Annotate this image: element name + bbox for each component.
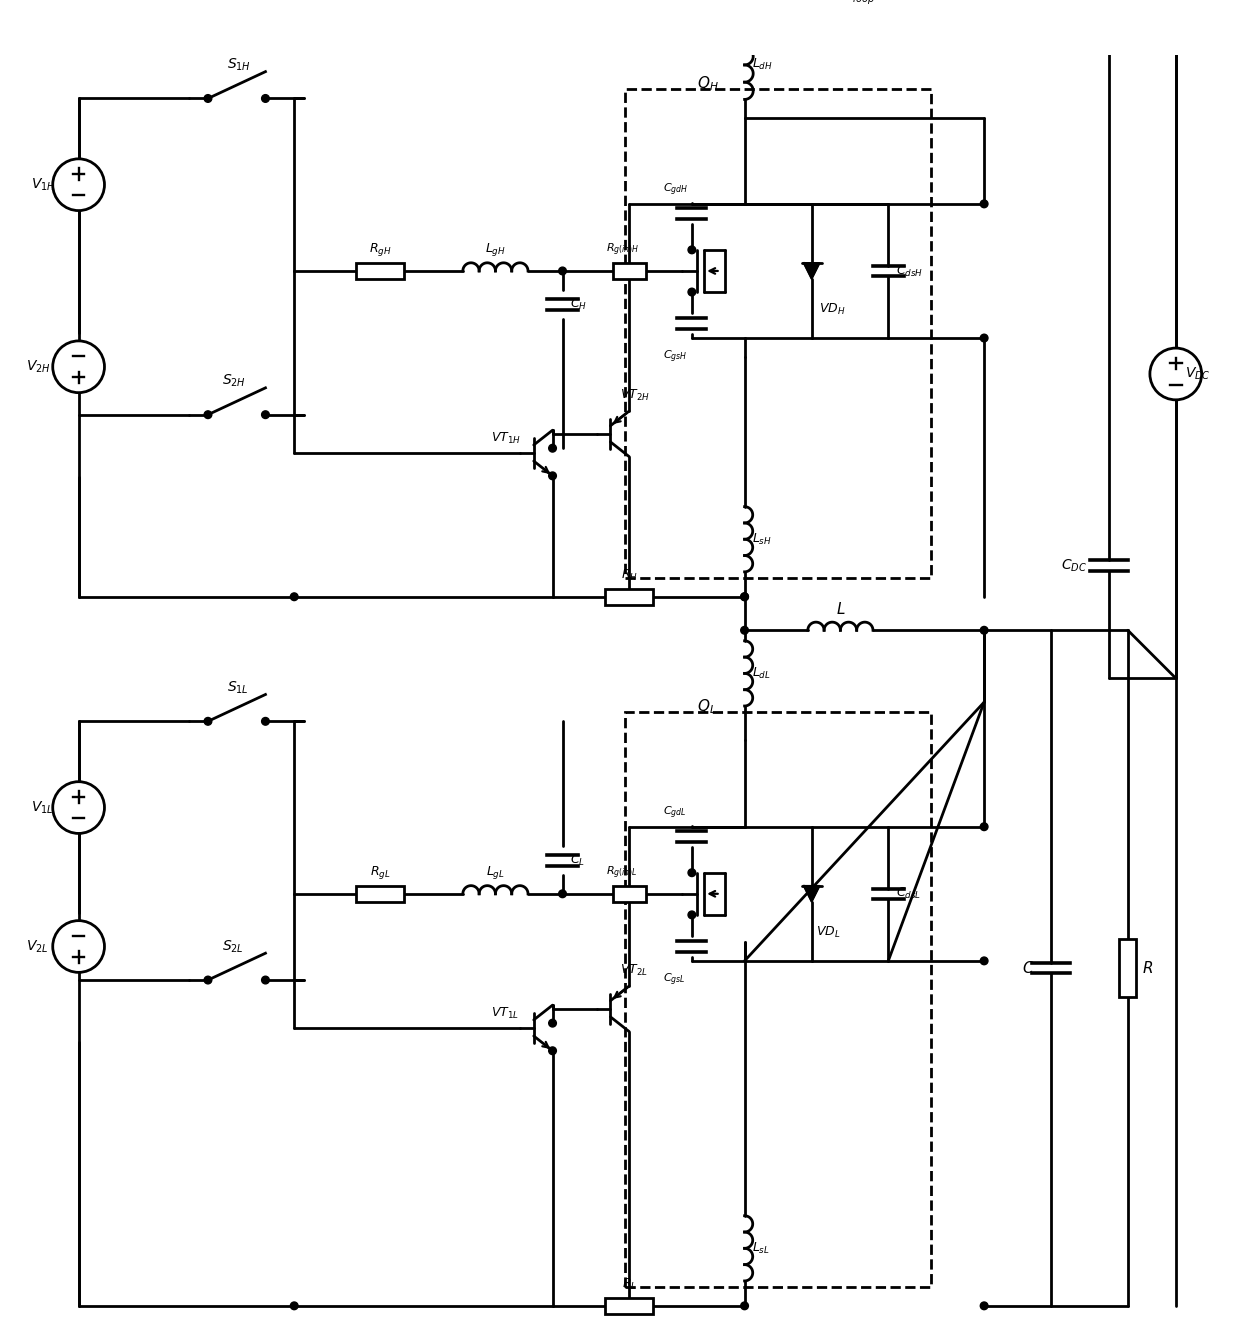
Circle shape xyxy=(1149,348,1202,400)
Text: $V_{1L}$: $V_{1L}$ xyxy=(31,799,53,816)
Circle shape xyxy=(981,1302,988,1309)
Bar xyxy=(613,262,646,280)
Text: $C_{dsH}$: $C_{dsH}$ xyxy=(897,264,923,278)
Text: $L$: $L$ xyxy=(836,602,846,617)
Text: $VT_{1H}$: $VT_{1H}$ xyxy=(491,431,521,447)
Text: $Q_H$: $Q_H$ xyxy=(697,74,718,94)
Circle shape xyxy=(549,1019,557,1027)
Circle shape xyxy=(205,94,212,102)
Text: $V_{1H}$: $V_{1H}$ xyxy=(31,176,56,193)
Text: $S_{1L}$: $S_{1L}$ xyxy=(227,680,249,696)
Text: $L_{gL}$: $L_{gL}$ xyxy=(486,864,505,881)
Circle shape xyxy=(688,289,696,295)
Text: $VT_{2H}$: $VT_{2H}$ xyxy=(620,388,650,403)
Text: $L_{gH}$: $L_{gH}$ xyxy=(485,241,506,258)
Text: $R$: $R$ xyxy=(1142,961,1153,977)
Bar xyxy=(1120,939,1137,996)
Text: $Q_L$: $Q_L$ xyxy=(697,697,715,717)
Circle shape xyxy=(262,717,269,725)
Circle shape xyxy=(549,1047,557,1055)
Circle shape xyxy=(290,1302,298,1309)
Circle shape xyxy=(549,472,557,480)
Polygon shape xyxy=(804,886,820,902)
Text: $R_{gH}$: $R_{gH}$ xyxy=(370,241,392,258)
Text: $C_{gdL}$: $C_{gdL}$ xyxy=(663,804,687,820)
Circle shape xyxy=(740,627,749,635)
Circle shape xyxy=(740,592,749,600)
Bar xyxy=(625,712,931,1287)
Text: $R_{g(in)H}$: $R_{g(in)H}$ xyxy=(605,241,639,258)
Circle shape xyxy=(262,977,269,984)
Circle shape xyxy=(205,717,212,725)
Circle shape xyxy=(53,782,104,833)
Circle shape xyxy=(688,869,696,877)
Bar xyxy=(356,885,404,902)
Text: $L_{sL}$: $L_{sL}$ xyxy=(753,1240,770,1256)
Circle shape xyxy=(688,246,696,253)
Circle shape xyxy=(549,444,557,452)
Text: $V_{DC}$: $V_{DC}$ xyxy=(1185,366,1211,382)
Text: $C_{gsH}$: $C_{gsH}$ xyxy=(663,348,687,366)
Circle shape xyxy=(205,977,212,984)
Circle shape xyxy=(53,921,104,973)
Bar xyxy=(605,588,653,606)
Text: $R_H$: $R_H$ xyxy=(621,568,637,583)
Text: $C_{gdH}$: $C_{gdH}$ xyxy=(663,182,688,197)
Text: $VD_H$: $VD_H$ xyxy=(820,302,846,317)
Text: $C_{DC}$: $C_{DC}$ xyxy=(1060,558,1086,574)
Text: $L_{loop}$: $L_{loop}$ xyxy=(844,0,874,7)
Text: $V_{2L}$: $V_{2L}$ xyxy=(26,938,48,955)
Circle shape xyxy=(740,1302,749,1309)
Text: $L_{dH}$: $L_{dH}$ xyxy=(753,57,773,73)
Bar xyxy=(625,89,931,578)
Circle shape xyxy=(1172,17,1180,26)
Text: $R_{g(in)L}$: $R_{g(in)L}$ xyxy=(605,864,637,881)
Circle shape xyxy=(559,890,567,897)
Text: $VT_{2L}$: $VT_{2L}$ xyxy=(620,963,649,978)
Text: $R_{gL}$: $R_{gL}$ xyxy=(371,864,391,881)
Circle shape xyxy=(981,823,988,831)
Circle shape xyxy=(688,912,696,918)
Text: $S_{2H}$: $S_{2H}$ xyxy=(222,372,247,390)
Bar xyxy=(356,262,404,280)
Polygon shape xyxy=(804,264,820,278)
Text: $R_L$: $R_L$ xyxy=(621,1277,636,1292)
Text: $C_{dsL}$: $C_{dsL}$ xyxy=(897,886,921,901)
Text: $C_H$: $C_H$ xyxy=(570,297,588,313)
Text: $C_{gsL}$: $C_{gsL}$ xyxy=(663,971,686,988)
Circle shape xyxy=(740,592,749,600)
Text: $L_{sH}$: $L_{sH}$ xyxy=(753,531,773,547)
Circle shape xyxy=(981,334,988,342)
Circle shape xyxy=(981,200,988,208)
Text: $V_{2H}$: $V_{2H}$ xyxy=(26,359,51,375)
Circle shape xyxy=(1172,17,1180,26)
Text: $S_{2L}$: $S_{2L}$ xyxy=(222,938,244,955)
Text: $C$: $C$ xyxy=(1023,961,1035,977)
Circle shape xyxy=(981,957,988,965)
Text: $S_{1H}$: $S_{1H}$ xyxy=(227,57,252,73)
Text: $VD_L$: $VD_L$ xyxy=(816,925,841,939)
Bar xyxy=(613,885,646,902)
Circle shape xyxy=(559,268,567,274)
Text: $VT_{1L}$: $VT_{1L}$ xyxy=(491,1006,518,1022)
Text: $L_{dL}$: $L_{dL}$ xyxy=(753,666,771,681)
Circle shape xyxy=(53,159,104,211)
Circle shape xyxy=(981,627,988,635)
Bar xyxy=(605,1297,653,1314)
Text: $C_L$: $C_L$ xyxy=(570,853,585,868)
Circle shape xyxy=(53,341,104,392)
Circle shape xyxy=(290,592,298,600)
Circle shape xyxy=(205,411,212,419)
Circle shape xyxy=(262,94,269,102)
Circle shape xyxy=(262,411,269,419)
